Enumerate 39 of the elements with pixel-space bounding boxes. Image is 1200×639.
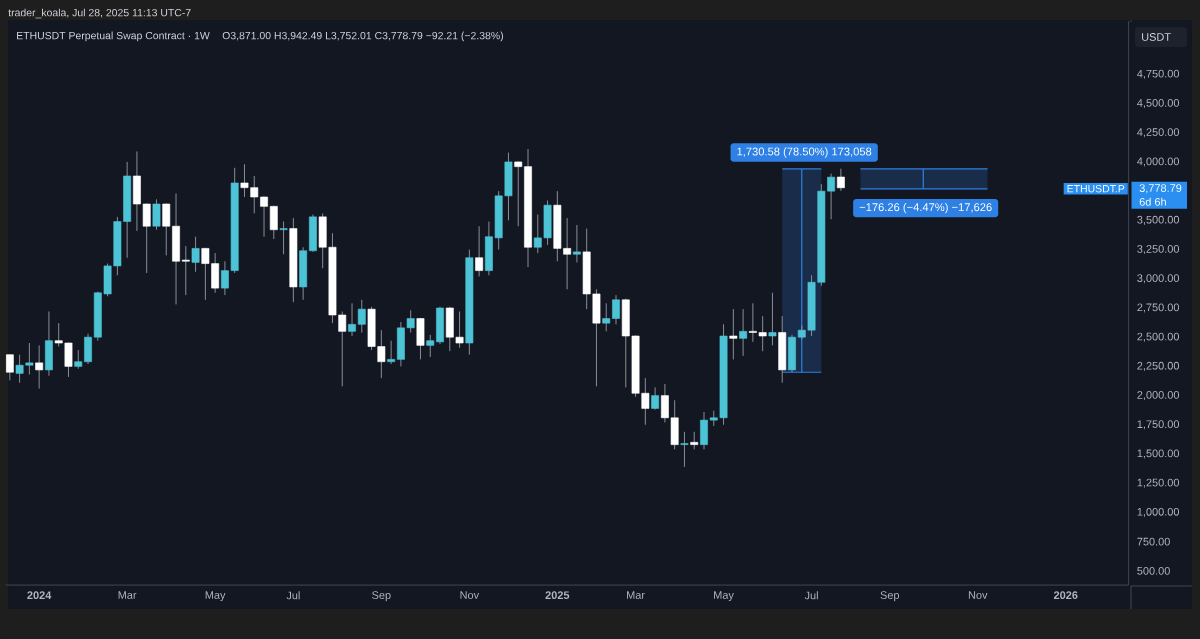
text: trader_koala, Jul 28, 2025 11:13 UTC-7	[8, 8, 191, 19]
text: O3,871.00 H3,942.49 L3,752.01 C3,778.79 −92.21 (−2.38%)	[222, 31, 503, 42]
annotation: 1,730.58 (78.50%) 173,058	[737, 147, 872, 158]
x-tick-label: May	[714, 591, 734, 602]
x-tick-label: Nov	[460, 591, 480, 599]
x-tick-label: Sep	[880, 591, 900, 602]
y-tick-label: 750.00	[1137, 537, 1170, 546]
y-tick-label: 2,000.00	[1137, 391, 1180, 401]
x-tick-label: May	[205, 591, 226, 602]
text: 3,778.79	[1139, 184, 1182, 194]
y-tick-label: 1,250.00	[1137, 478, 1180, 488]
y-tick-label: 4,250.00	[1137, 128, 1180, 138]
text: 6d 6h	[1139, 197, 1166, 206]
x-tick-label: Jul	[804, 591, 818, 600]
x-tick-label: 2024	[27, 591, 52, 600]
y-tick-label: 4,750.00	[1137, 69, 1180, 79]
y-tick-label: 2,250.00	[1137, 361, 1180, 371]
y-tick-label: 4,500.00	[1137, 99, 1180, 109]
x-tick-label: Nov	[968, 591, 988, 599]
annotation: ETHUSDT.P	[1067, 185, 1125, 193]
x-tick-label: Mar	[627, 591, 645, 599]
y-tick-label: 3,500.00	[1137, 215, 1180, 225]
y-tick-label: 3,250.00	[1137, 245, 1180, 255]
x-tick-label: Jul	[286, 591, 300, 600]
y-tick-label: 1,750.00	[1137, 420, 1180, 430]
y-tick-label: 2,750.00	[1137, 303, 1180, 313]
annotation: −176.26 (−4.47%) −17,626	[859, 202, 992, 214]
y-tick-label: 1,500.00	[1137, 449, 1180, 459]
text: ETHUSDT Perpetual Swap Contract · 1W	[17, 31, 210, 42]
x-tick-label: Mar	[118, 591, 137, 599]
x-tick-label: Sep	[372, 591, 391, 602]
x-tick-label: 2025	[545, 591, 570, 600]
y-tick-label: 4,000.00	[1137, 157, 1180, 167]
x-tick-label: 2026	[1053, 591, 1078, 600]
y-tick-label: 2,500.00	[1137, 332, 1180, 342]
y-tick-label: 3,000.00	[1137, 274, 1180, 284]
y-tick-label: 1,000.00	[1137, 507, 1180, 517]
y-axis-title: USDT	[1142, 33, 1171, 41]
y-tick-label: 500.00	[1137, 566, 1170, 575]
